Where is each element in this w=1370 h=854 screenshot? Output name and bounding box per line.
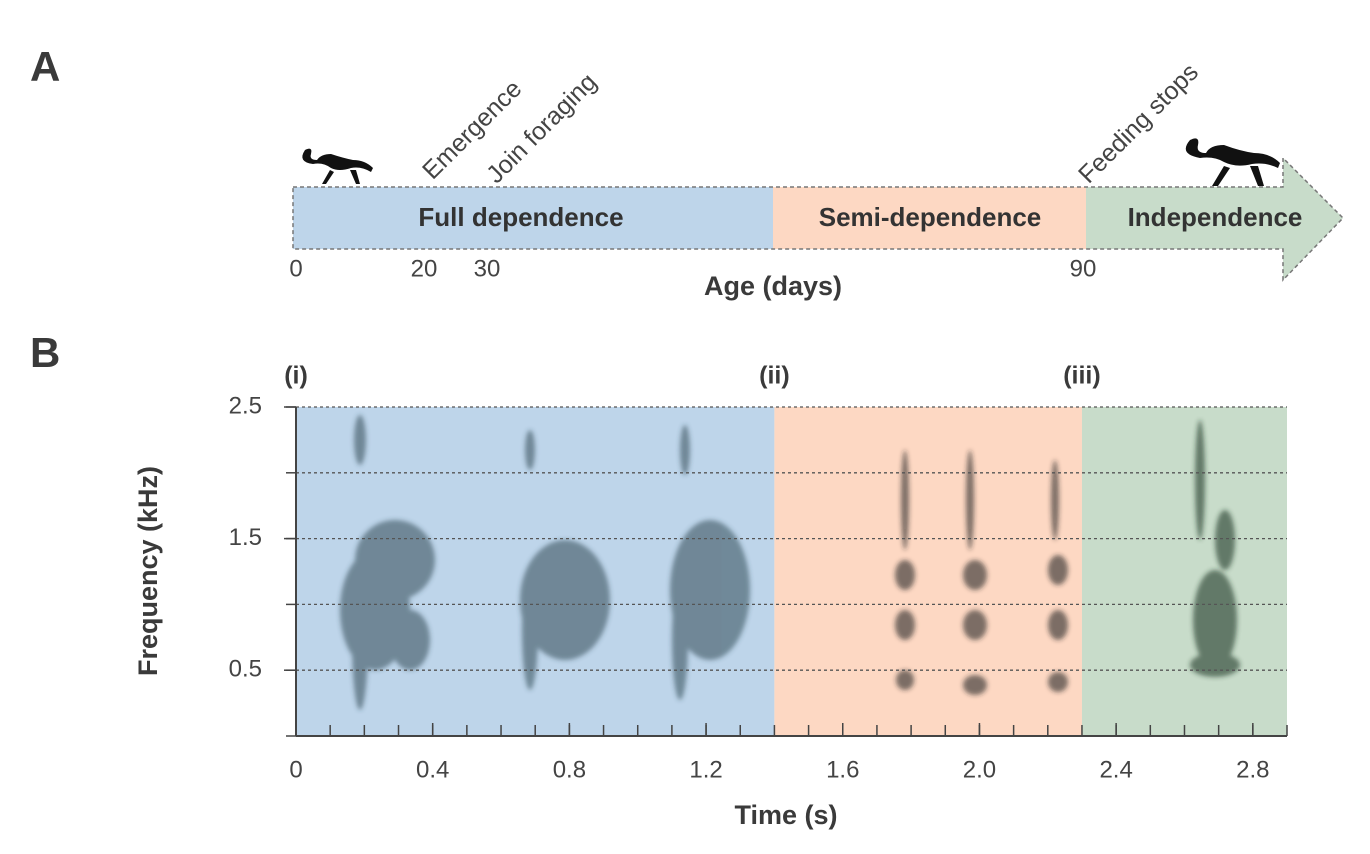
stage-label: Independence [1128, 202, 1303, 232]
stage-band [1086, 158, 1343, 280]
x-tick-label: 0.8 [553, 756, 586, 783]
region [1081, 407, 1287, 736]
region-label: (iii) [1063, 362, 1101, 390]
age-tick-label: 90 [1070, 255, 1097, 282]
stage-label: Semi-dependence [819, 202, 1042, 232]
x-tick-label: 0 [289, 756, 302, 783]
age-tick-label: 0 [289, 255, 302, 282]
y-axis-title: Frequency (kHz) [133, 466, 163, 676]
call-blob [1190, 420, 1240, 677]
x-tick-label: 2.4 [1099, 756, 1132, 783]
stage-band [773, 187, 1086, 249]
region-label: (i) [284, 362, 308, 390]
age-tick-label: 30 [474, 255, 501, 282]
region [774, 407, 1082, 736]
timeline-arrow [292, 156, 1345, 282]
event-label: Feeding stops [1073, 58, 1204, 189]
panel-letter: A [30, 43, 60, 90]
call-blob [895, 450, 1068, 695]
regions [296, 407, 1287, 736]
x-tick-label: 2.8 [1236, 756, 1269, 783]
icon [1185, 138, 1280, 186]
x-tick-label: 1.6 [826, 756, 859, 783]
arrow-outline [292, 156, 1345, 282]
region-label: (ii) [759, 362, 790, 390]
stage-band [293, 187, 773, 249]
x-axis-title: Time (s) [734, 800, 837, 830]
mongoose-icons [302, 138, 1280, 186]
axis-title: Age (days) [704, 271, 842, 301]
panel-letter: B [30, 329, 60, 376]
y-tick-label: 1.5 [229, 524, 262, 551]
stage-label: Full dependence [418, 202, 623, 232]
y-tick-label: 0.5 [229, 656, 262, 683]
y-tick-label: 2.5 [229, 392, 262, 419]
age-tick-label: 20 [411, 255, 438, 282]
icon [302, 148, 373, 184]
x-tick-label: 0.4 [416, 756, 449, 783]
x-tick-label: 1.2 [689, 756, 722, 783]
x-tick-label: 2.0 [963, 756, 996, 783]
axes: 0 0.4 0.8 1.2 1.6 2.0 2.4 2.8 0.5 1.5 2.5 [229, 392, 1288, 783]
